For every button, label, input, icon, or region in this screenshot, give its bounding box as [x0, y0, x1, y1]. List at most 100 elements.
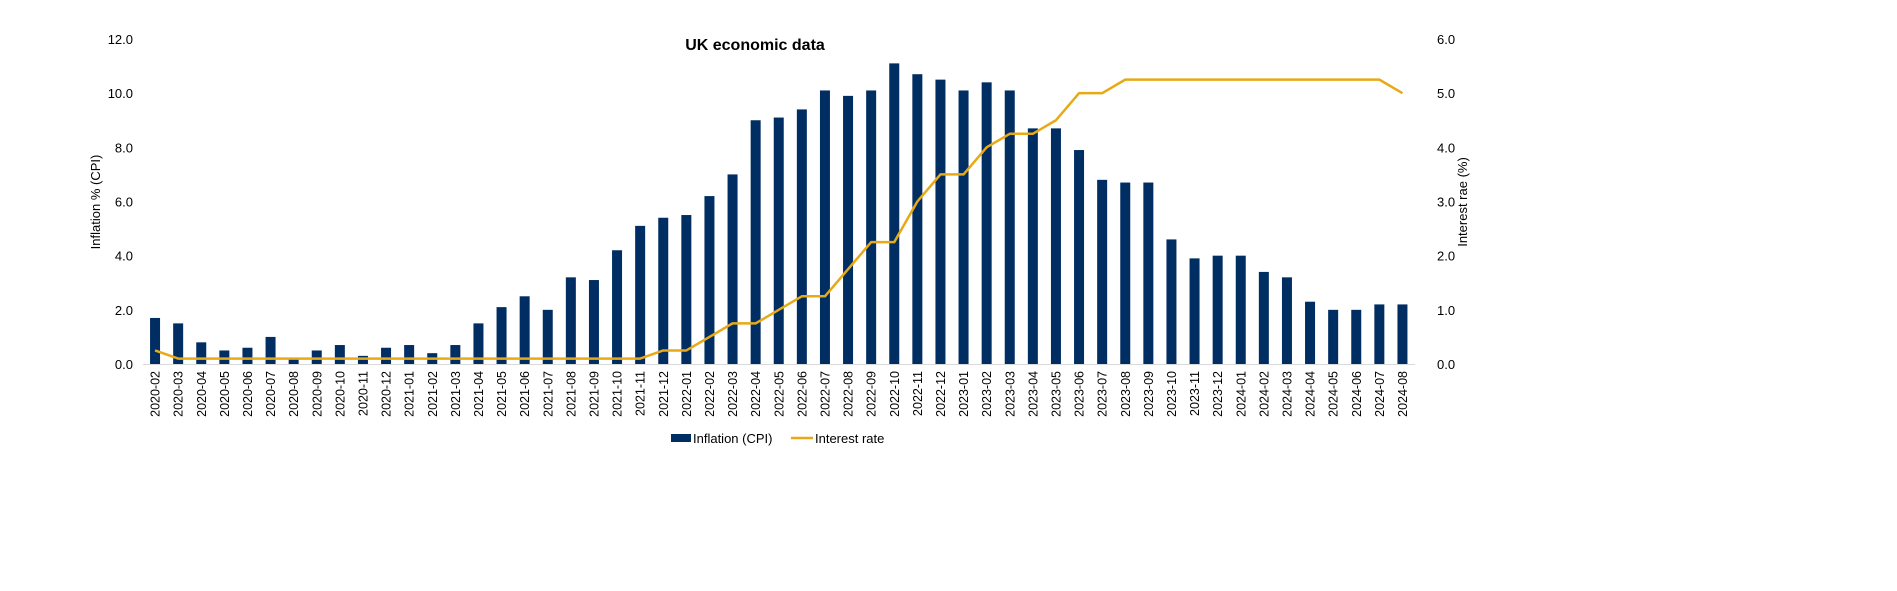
legend-label-interest-rate: Interest rate — [815, 431, 884, 446]
x-tick-label: 2020-06 — [241, 371, 255, 417]
inflation-bar — [1258, 271, 1269, 364]
x-tick-label: 2024-05 — [1327, 371, 1341, 417]
inflation-bar — [1305, 301, 1316, 364]
inflation-bar — [750, 120, 761, 364]
inflation-bar — [381, 347, 392, 364]
y2-tick-label: 6.0 — [1437, 32, 1455, 47]
x-tick-label: 2022-04 — [749, 371, 763, 417]
x-tick-label: 2022-03 — [726, 371, 740, 417]
inflation-bar — [496, 307, 507, 364]
x-tick-label: 2024-06 — [1350, 371, 1364, 417]
legend: Inflation (CPI) Interest rate — [671, 431, 884, 446]
x-tick-label: 2022-01 — [680, 371, 694, 417]
x-tick-label: 2022-10 — [888, 371, 902, 417]
chart-title: UK economic data — [685, 37, 825, 54]
inflation-bar — [1328, 309, 1339, 364]
inflation-bar — [265, 336, 276, 364]
y2-tick-label: 4.0 — [1437, 140, 1455, 155]
inflation-bar — [1097, 179, 1108, 364]
y-axis-label: Inflation % (CPI) — [88, 155, 103, 250]
inflation-bar — [773, 117, 784, 365]
inflation-bar — [219, 350, 230, 364]
inflation-bar — [1004, 90, 1015, 364]
y2-tick-label: 1.0 — [1437, 303, 1455, 318]
inflation-bar — [981, 82, 992, 364]
x-tick-label: 2023-10 — [1165, 371, 1179, 417]
inflation-bar — [1374, 304, 1385, 364]
inflation-bar — [150, 317, 161, 364]
x-tick-label: 2020-04 — [195, 371, 209, 417]
inflation-bar — [588, 280, 599, 364]
inflation-bar — [288, 358, 299, 364]
y-tick-label: 0.0 — [115, 357, 133, 372]
inflation-bar — [196, 342, 207, 364]
inflation-bar — [1212, 255, 1223, 364]
x-tick-label: 2021-05 — [495, 371, 509, 417]
y2-tick-label: 2.0 — [1437, 249, 1455, 264]
legend-label-inflation: Inflation (CPI) — [693, 431, 772, 446]
y-tick-label: 10.0 — [108, 86, 133, 101]
x-tick-label: 2022-11 — [911, 371, 925, 416]
x-tick-label: 2023-07 — [1096, 371, 1110, 417]
x-tick-label: 2022-07 — [818, 371, 832, 417]
inflation-bar — [404, 345, 415, 364]
x-tick-label: 2023-09 — [1142, 371, 1156, 417]
x-tick-label: 2022-09 — [865, 371, 879, 417]
inflation-bar — [173, 323, 184, 364]
x-tick-label: 2022-08 — [842, 371, 856, 417]
x-tick-label: 2021-04 — [472, 371, 486, 417]
x-tick-label: 2021-11 — [634, 371, 648, 416]
y2-axis-label: Interest rae (%) — [1455, 157, 1470, 247]
y-tick-label: 2.0 — [115, 303, 133, 318]
inflation-bar — [450, 345, 461, 364]
x-tick-label: 2023-05 — [1049, 371, 1063, 417]
inflation-bar — [1397, 304, 1408, 364]
inflation-bar — [635, 225, 646, 364]
y2-tick-label: 0.0 — [1437, 357, 1455, 372]
x-tick-label: 2020-09 — [310, 371, 324, 417]
legend-swatch-inflation — [671, 434, 691, 442]
x-tick-label: 2020-03 — [172, 371, 186, 417]
x-tick-label: 2021-08 — [564, 371, 578, 417]
inflation-bar — [912, 74, 923, 364]
inflation-bar — [334, 345, 345, 364]
inflation-bar — [819, 90, 830, 364]
x-tick-label: 2022-05 — [772, 371, 786, 417]
y-tick-label: 6.0 — [115, 195, 133, 210]
x-tick-label: 2024-03 — [1280, 371, 1294, 417]
inflation-bar — [704, 196, 715, 364]
x-tick-label: 2023-12 — [1211, 371, 1225, 417]
x-tick-label: 2021-01 — [403, 371, 417, 417]
x-tick-label: 2020-11 — [356, 371, 370, 416]
y-tick-label: 8.0 — [115, 140, 133, 155]
x-tick-label: 2020-02 — [149, 371, 163, 417]
inflation-bar — [1027, 128, 1038, 364]
inflation-bar — [1050, 128, 1061, 364]
x-tick-label: 2023-08 — [1119, 371, 1133, 417]
x-tick-label: 2023-11 — [1188, 371, 1202, 416]
x-tick-label: 2022-12 — [934, 371, 948, 417]
x-tick-label: 2021-12 — [657, 371, 671, 417]
x-tick-label: 2021-03 — [449, 371, 463, 417]
x-tick-label: 2023-01 — [957, 371, 971, 417]
x-tick-label: 2020-08 — [287, 371, 301, 417]
x-tick-label: 2021-06 — [518, 371, 532, 417]
inflation-bar — [565, 277, 576, 364]
inflation-bar — [473, 323, 484, 364]
interest-rate-line — [154, 78, 1404, 360]
inflation-bar — [796, 109, 807, 365]
inflation-bar — [1120, 182, 1131, 364]
x-tick-label: 2020-10 — [333, 371, 347, 417]
inflation-bar — [1281, 277, 1292, 364]
x-tick-label: 2023-04 — [1026, 371, 1040, 417]
inflation-bar — [542, 309, 553, 364]
inflation-bar — [1189, 258, 1200, 364]
y-tick-label: 12.0 — [108, 32, 133, 47]
x-tick-label: 2024-02 — [1257, 371, 1271, 417]
inflation-bar — [1351, 309, 1362, 364]
x-tick-label: 2023-03 — [1003, 371, 1017, 417]
inflation-bar — [958, 90, 969, 364]
y-tick-label: 4.0 — [115, 249, 133, 264]
inflation-bar — [1074, 150, 1085, 364]
